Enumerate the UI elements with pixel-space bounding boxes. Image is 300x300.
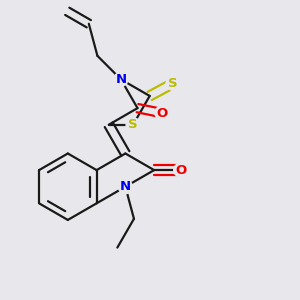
Text: O: O (156, 106, 168, 120)
Circle shape (154, 105, 170, 121)
Text: S: S (168, 77, 178, 90)
Text: O: O (175, 164, 186, 177)
Circle shape (165, 76, 181, 91)
Circle shape (118, 179, 133, 194)
Text: S: S (128, 118, 138, 131)
Circle shape (113, 72, 129, 87)
Text: N: N (120, 180, 131, 193)
Circle shape (173, 162, 188, 178)
Circle shape (125, 117, 141, 132)
Text: N: N (116, 73, 127, 86)
